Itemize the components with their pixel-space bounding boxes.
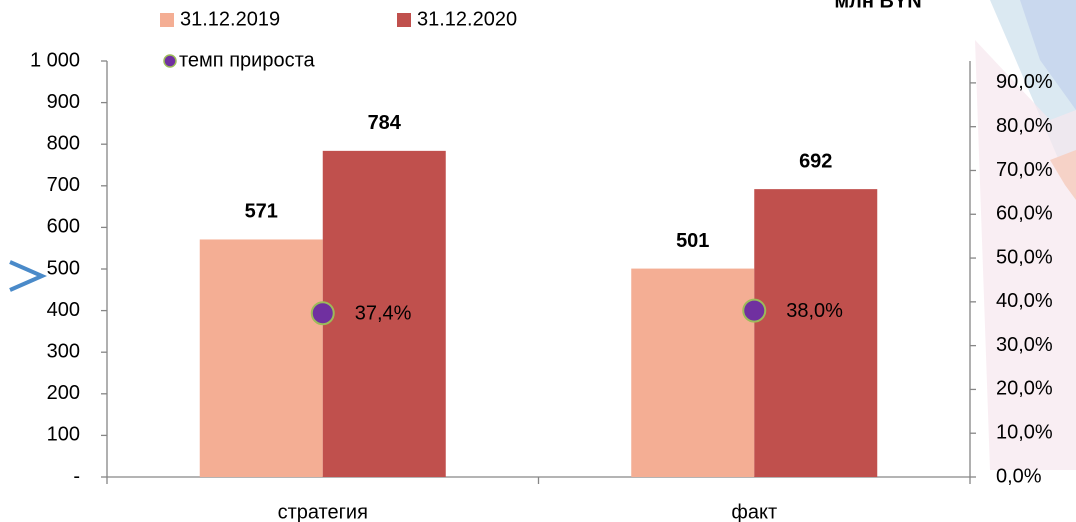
y-tick-label: 600: [47, 216, 80, 238]
x-tick-label: факт: [731, 501, 777, 522]
legend-label: темп прироста: [179, 49, 316, 71]
bar-label: 692: [799, 150, 832, 172]
y2-tick-label: 90,0%: [996, 71, 1053, 93]
y2-tick-label: 10,0%: [996, 421, 1053, 443]
legend-marker: [163, 54, 177, 68]
bar: [199, 239, 323, 477]
y-tick-label: 500: [47, 257, 80, 279]
bar: [631, 268, 755, 477]
y2-tick-label: 0,0%: [996, 465, 1042, 487]
bar: [754, 189, 878, 478]
y-tick-label: 100: [47, 424, 80, 446]
bar-label: 571: [245, 201, 278, 223]
decoration: [9, 260, 47, 292]
y-tick-label: 700: [47, 174, 80, 196]
legend-label: 31.12.2019: [180, 8, 280, 30]
bar: [322, 150, 446, 477]
y-tick-label: 900: [47, 91, 80, 113]
y2-tick-label: 80,0%: [996, 115, 1053, 137]
y2-tick-label: 70,0%: [996, 159, 1053, 181]
decoration: [1020, 0, 1076, 110]
legend-swatch: [160, 13, 174, 27]
y-tick-label: 1 000: [30, 49, 80, 71]
y2-tick-label: 20,0%: [996, 378, 1053, 400]
y-tick-label: 800: [47, 132, 80, 154]
y-tick-label: 300: [47, 340, 80, 362]
unit-label: млн BYN: [834, 0, 921, 12]
y2-tick-label: 60,0%: [996, 203, 1053, 225]
decoration: [975, 40, 1076, 470]
growth-label: 37,4%: [355, 303, 412, 325]
y-tick-label: 400: [47, 299, 80, 321]
y2-tick-label: 30,0%: [996, 334, 1053, 356]
y2-tick-label: 40,0%: [996, 290, 1053, 312]
legend-swatch: [397, 13, 411, 27]
bar-label: 501: [676, 230, 709, 252]
x-tick-label: стратегия: [278, 501, 368, 522]
legend-label: 31.12.2020: [417, 8, 517, 30]
growth-marker: [742, 298, 767, 323]
growth-marker: [310, 301, 335, 326]
y-tick-label: 200: [47, 382, 80, 404]
y2-tick-label: 50,0%: [996, 246, 1053, 268]
y-tick-label: -: [73, 465, 80, 487]
bar-label: 784: [368, 112, 402, 134]
growth-label: 38,0%: [786, 300, 843, 322]
